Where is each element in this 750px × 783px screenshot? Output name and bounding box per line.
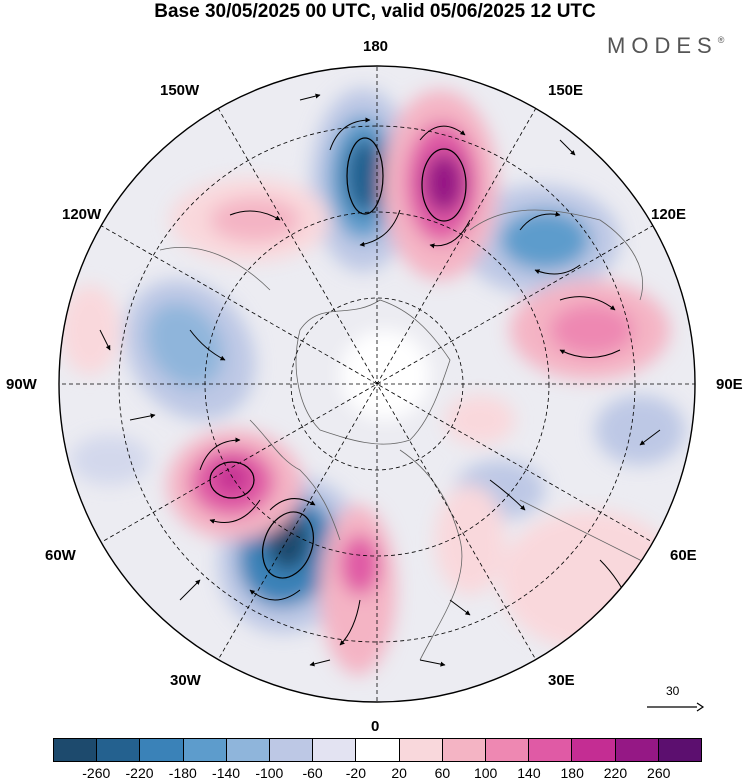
map-title: Base 30/05/2025 00 UTC, valid 05/06/2025… xyxy=(154,1,596,22)
wind-vectors xyxy=(99,93,661,667)
lon-label-120w: 120W xyxy=(62,206,102,223)
colorbar-tick-label: -100 xyxy=(255,765,284,781)
colorbar-tick-label: -260 xyxy=(82,765,111,781)
colorbar-segment xyxy=(97,739,141,761)
colorbar-tick-label: -220 xyxy=(125,765,154,781)
lon-label-0: 0 xyxy=(371,718,380,735)
map-border xyxy=(58,65,696,703)
brand-logo: MODES® xyxy=(607,33,724,59)
lon-label-30e: 30E xyxy=(548,672,575,689)
colorbar-segment xyxy=(658,739,702,761)
map-disc xyxy=(59,66,695,702)
colorbar-tick-label: -180 xyxy=(168,765,197,781)
lon-label-30w: 30W xyxy=(170,672,201,689)
colorbar-tick-label: 140 xyxy=(517,765,541,781)
lon-label-90w: 90W xyxy=(6,376,37,393)
colorbar-tick-label: -20 xyxy=(345,765,366,781)
reference-vector-label: 30 xyxy=(666,684,680,698)
colorbar-segment xyxy=(140,739,184,761)
lon-label-150e: 150E xyxy=(548,82,584,99)
colorbar-segment xyxy=(226,739,271,761)
lon-label-60e: 60E xyxy=(670,547,697,564)
colorbar-segment xyxy=(313,739,357,761)
colorbar-segment xyxy=(572,739,616,761)
colorbar-segment xyxy=(54,739,98,761)
colorbar-tick-label: 20 xyxy=(391,765,407,781)
colorbar-tick-label: -140 xyxy=(212,765,241,781)
colorbar-segment xyxy=(399,739,443,761)
lon-label-150w: 150W xyxy=(160,82,200,99)
colorbar-segment xyxy=(442,739,487,761)
colorbar-tick-label: -60 xyxy=(302,765,323,781)
colorbar-ticks: -260 -220 -180 -140 -100 -60 -20 20 60 100 140 180 2… xyxy=(0,765,750,783)
brand-registered-mark: ® xyxy=(717,35,725,45)
colorbar-tick-label: 220 xyxy=(603,765,628,781)
colorbar-segment xyxy=(486,739,530,761)
lon-label-60w: 60W xyxy=(45,547,76,564)
colorbar-segment xyxy=(529,739,573,761)
colorbar-segment xyxy=(183,739,227,761)
colorbar-segment xyxy=(356,739,400,761)
colorbar-tick-label: 60 xyxy=(434,765,451,781)
colorbar-segment xyxy=(615,739,659,761)
anomaly-fields xyxy=(60,88,685,675)
lon-label-120e: 120E xyxy=(651,206,687,223)
lon-label-180: 180 xyxy=(363,38,389,55)
colorbar-tick-label: 100 xyxy=(473,765,498,781)
colorbar-tick-label: 180 xyxy=(560,765,584,781)
graticule xyxy=(59,66,695,702)
colorbar-segment xyxy=(270,739,314,761)
colorbar xyxy=(53,738,702,762)
brand-name: MODES xyxy=(607,33,718,58)
colorbar-tick-label: 260 xyxy=(647,765,671,781)
reference-vector-arrow xyxy=(647,702,705,712)
lon-label-90e: 90E xyxy=(716,376,743,393)
contour-lines xyxy=(209,137,467,579)
